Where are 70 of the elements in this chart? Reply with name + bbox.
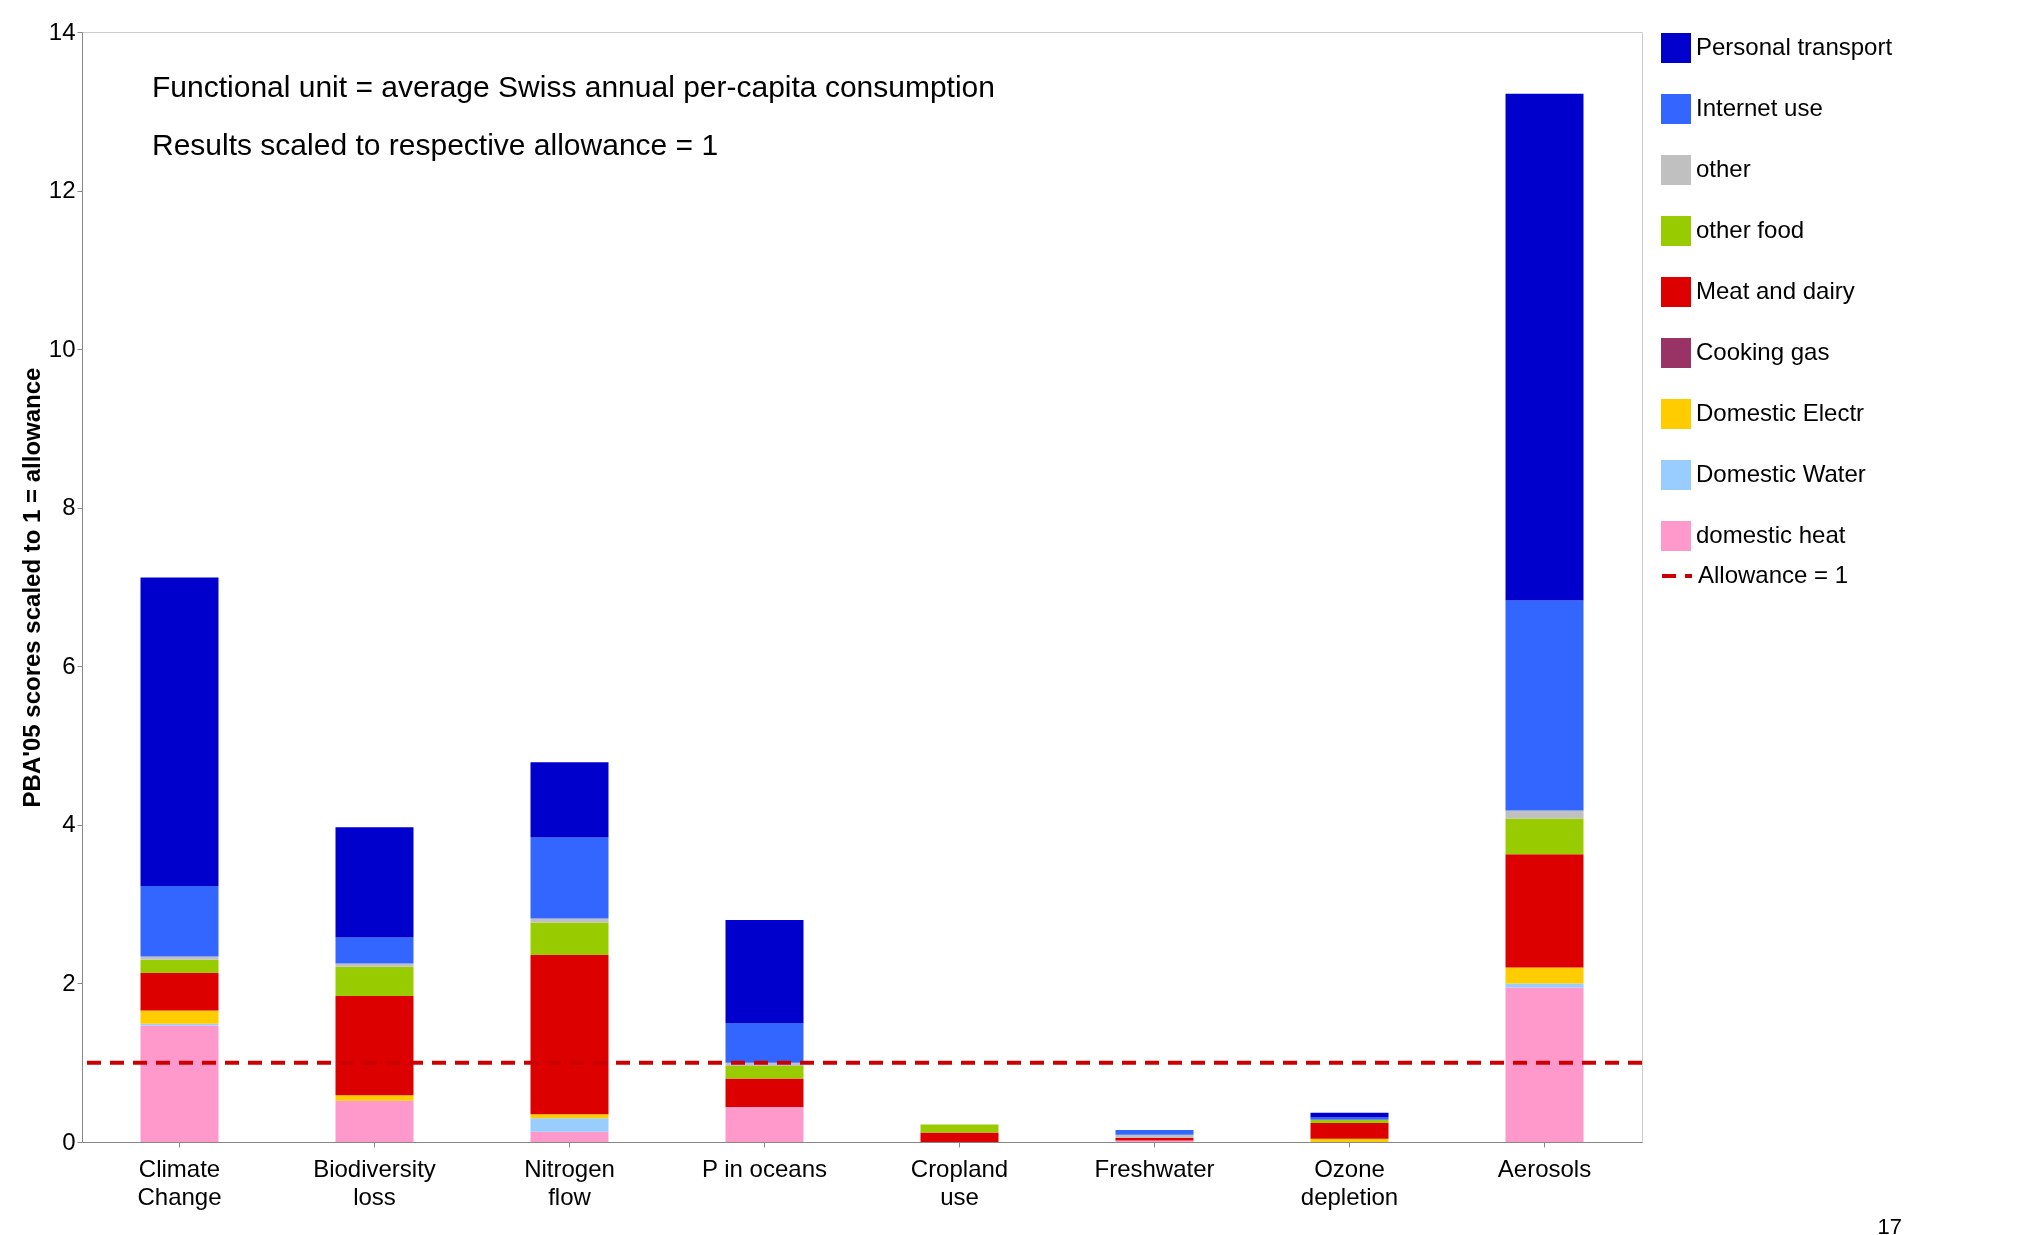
bar [335, 1095, 414, 1101]
bar [1505, 818, 1584, 855]
bar [725, 1107, 804, 1142]
legend-label: Domestic Water [1696, 460, 1866, 487]
x-tick-label: Biodiversity loss [313, 1154, 436, 1210]
bar [1310, 1122, 1389, 1139]
bar [530, 1118, 609, 1132]
y-tick-label: 10 [48, 334, 76, 362]
bar [1505, 600, 1584, 811]
x-tick-label: Nitrogen flow [524, 1154, 615, 1210]
bar [530, 954, 609, 1115]
legend-label: Domestic Electr [1696, 399, 1865, 426]
legend-label: other [1696, 155, 1751, 182]
bar [725, 1065, 804, 1079]
bar [1505, 810, 1584, 819]
x-tick-label: Freshwater [1094, 1154, 1215, 1182]
legend-label: domestic heat [1696, 521, 1846, 548]
bar [530, 837, 609, 919]
bar [1505, 983, 1584, 988]
y-tick-label: 4 [62, 810, 76, 838]
bar [335, 966, 414, 997]
bar [1115, 1130, 1194, 1135]
y-tick-label: 2 [62, 968, 76, 996]
y-tick-label: 12 [48, 176, 76, 204]
bar [335, 937, 414, 964]
x-tick-label: Cropland use [910, 1154, 1009, 1210]
bar [1310, 1138, 1389, 1142]
bar [1115, 1134, 1194, 1139]
y-tick-label: 14 [48, 17, 76, 45]
bar [335, 963, 414, 967]
legend-label: Personal transport [1696, 33, 1893, 60]
bar [140, 885, 219, 957]
bar [140, 959, 219, 974]
legend-label: Cooking gas [1696, 338, 1830, 365]
bar [1505, 854, 1584, 968]
bar [725, 1023, 804, 1063]
x-tick-label: Ozone depletion [1300, 1154, 1399, 1210]
text: 17 [1877, 1214, 1902, 1235]
y-tick-label: 0 [62, 1127, 76, 1155]
bar [530, 918, 609, 923]
bar [335, 996, 414, 1096]
annotation: Functional unit = average Swiss annual per-capita consumption [152, 70, 995, 103]
bar [530, 922, 609, 955]
legend-label: other food [1696, 216, 1805, 243]
annotation: Results scaled to respective allowance = 1 [152, 128, 719, 161]
bar [1505, 987, 1584, 1142]
legend-label: Meat and dairy [1696, 277, 1855, 304]
bar [140, 973, 219, 1011]
x-tick-label: P in oceans [702, 1154, 827, 1182]
x-tick-label: Climate Change [137, 1154, 222, 1210]
legend-label: Internet use [1696, 94, 1823, 121]
y-axis-title: PBA'05 scores scaled to 1 = allowance [17, 367, 45, 808]
legend-label: Allowance = 1 [1698, 561, 1849, 588]
bar [335, 827, 414, 938]
bar [725, 1078, 804, 1108]
bar [920, 1132, 999, 1142]
bar [530, 762, 609, 838]
bar [140, 1025, 219, 1142]
bar [1505, 967, 1584, 984]
bar [530, 1114, 609, 1119]
bar [140, 956, 219, 960]
bar [140, 1010, 219, 1024]
bar [335, 1100, 414, 1142]
bar [725, 920, 804, 1024]
x-tick-label: Aerosols [1497, 1154, 1592, 1182]
bar [140, 577, 219, 886]
y-tick-label: 6 [62, 651, 76, 679]
bar [530, 1131, 609, 1142]
bar [1505, 93, 1584, 601]
y-tick-label: 8 [62, 493, 76, 521]
